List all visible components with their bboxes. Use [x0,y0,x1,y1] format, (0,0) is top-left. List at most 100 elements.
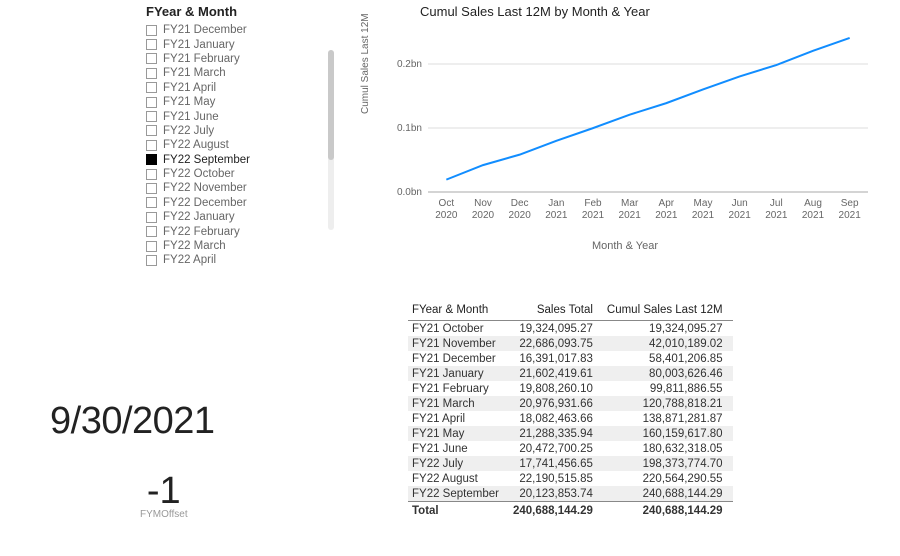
slicer-item[interactable]: FY22 February [146,224,326,238]
slicer-item[interactable]: FY22 March [146,239,326,253]
slicer-item-label: FY22 January [163,211,235,223]
table-cell: 138,871,281.87 [603,411,733,426]
slicer-item[interactable]: FY22 May [146,268,326,269]
slicer-item-label: FY22 July [163,125,214,137]
checkbox-icon[interactable] [146,125,157,136]
slicer-item[interactable]: FY22 December [146,196,326,210]
card-fymoffset: -1 FYMOffset [140,470,188,520]
svg-text:2021: 2021 [582,210,605,221]
checkbox-icon[interactable] [146,140,157,151]
slicer-scrollbar-thumb[interactable] [328,50,334,160]
slicer-item-label: FY22 April [163,254,216,266]
table-row[interactable]: FY22 July17,741,456.65198,373,774.70 [408,456,733,471]
slicer-item-label: FY22 September [163,154,250,166]
slicer-item[interactable]: FY21 February [146,52,326,66]
checkbox-icon[interactable] [146,241,157,252]
table-total-cell: 240,688,144.29 [603,502,733,519]
svg-text:2020: 2020 [472,210,495,221]
slicer-item[interactable]: FY21 March [146,66,326,80]
table-cell: FY21 April [408,411,509,426]
card-date-value: 9/30/2021 [50,400,215,443]
checkbox-icon[interactable] [146,212,157,223]
checkbox-icon[interactable] [146,154,157,165]
table-cell: FY22 July [408,456,509,471]
table-cell: 21,288,335.94 [509,426,603,441]
table-header-cell[interactable]: Sales Total [509,300,603,321]
slicer-item[interactable]: FY21 December [146,23,326,37]
slicer-item-label: FY21 January [163,39,235,51]
table-row[interactable]: FY21 April18,082,463.66138,871,281.87 [408,411,733,426]
table-header-cell[interactable]: Cumul Sales Last 12M [603,300,733,321]
table-row[interactable]: FY21 November22,686,093.7542,010,189.02 [408,336,733,351]
checkbox-icon[interactable] [146,53,157,64]
card-fymoffset-value: -1 [140,470,188,513]
slicer-item-label: FY22 December [163,197,247,209]
card-fymoffset-label: FYMOffset [140,509,188,520]
checkbox-icon[interactable] [146,169,157,180]
table-cell: 22,686,093.75 [509,336,603,351]
table-cell: FY21 December [408,351,509,366]
table-cell: 16,391,017.83 [509,351,603,366]
slicer-item-label: FY22 March [163,240,226,252]
table-row[interactable]: FY22 September20,123,853.74240,688,144.2… [408,486,733,502]
slicer-item[interactable]: FY22 September [146,153,326,167]
slicer-item[interactable]: FY22 August [146,138,326,152]
svg-text:0.0bn: 0.0bn [397,187,422,198]
svg-text:Apr: Apr [659,198,675,209]
table-row[interactable]: FY21 February19,808,260.1099,811,886.55 [408,381,733,396]
table-row[interactable]: FY21 May21,288,335.94160,159,617.80 [408,426,733,441]
slicer-item-label: FY22 October [163,168,235,180]
checkbox-icon[interactable] [146,183,157,194]
table-row[interactable]: FY21 March20,976,931.66120,788,818.21 [408,396,733,411]
slicer-item-label: FY21 March [163,67,226,79]
svg-text:2020: 2020 [435,210,458,221]
svg-text:Jul: Jul [770,198,783,209]
checkbox-icon[interactable] [146,255,157,266]
svg-text:2021: 2021 [802,210,825,221]
checkbox-icon[interactable] [146,197,157,208]
slicer-item[interactable]: FY21 January [146,37,326,51]
checkbox-icon[interactable] [146,111,157,122]
table-cell: 19,324,095.27 [603,321,733,337]
table-header-cell[interactable]: FYear & Month [408,300,509,321]
slicer-item[interactable]: FY21 April [146,81,326,95]
table-cell: 19,808,260.10 [509,381,603,396]
slicer-item-label: FY21 December [163,24,247,36]
slicer-item-label: FY21 February [163,53,240,65]
slicer-item[interactable]: FY21 June [146,109,326,123]
table-row[interactable]: FY21 June20,472,700.25180,632,318.05 [408,441,733,456]
table-cell: 18,082,463.66 [509,411,603,426]
table-cell: FY21 February [408,381,509,396]
svg-text:0.2bn: 0.2bn [397,59,422,70]
table-cell: 99,811,886.55 [603,381,733,396]
slicer-item[interactable]: FY21 May [146,95,326,109]
slicer-item[interactable]: FY22 October [146,167,326,181]
slicer-title: FYear & Month [146,4,326,19]
table-cell: 21,602,419.61 [509,366,603,381]
svg-text:0.1bn: 0.1bn [397,123,422,134]
checkbox-icon[interactable] [146,25,157,36]
slicer-item[interactable]: FY22 November [146,181,326,195]
table-row[interactable]: FY22 August22,190,515.85220,564,290.55 [408,471,733,486]
slicer-item[interactable]: FY22 July [146,124,326,138]
checkbox-icon[interactable] [146,226,157,237]
table-cell: 198,373,774.70 [603,456,733,471]
checkbox-icon[interactable] [146,68,157,79]
checkbox-icon[interactable] [146,39,157,50]
slicer-item[interactable]: FY22 January [146,210,326,224]
table-cell: 240,688,144.29 [603,486,733,502]
table-row[interactable]: FY21 January21,602,419.6180,003,626.46 [408,366,733,381]
svg-text:Oct: Oct [439,198,455,209]
table-cell: FY21 March [408,396,509,411]
table-row[interactable]: FY21 October19,324,095.2719,324,095.27 [408,321,733,337]
table-cell: 42,010,189.02 [603,336,733,351]
svg-text:2021: 2021 [729,210,752,221]
table-cell: 180,632,318.05 [603,441,733,456]
slicer-item[interactable]: FY22 April [146,253,326,267]
sales-table: FYear & MonthSales TotalCumul Sales Last… [408,300,733,519]
table-row[interactable]: FY21 December16,391,017.8358,401,206.85 [408,351,733,366]
table-cell: FY22 September [408,486,509,502]
slicer-scrollbar[interactable] [328,50,334,230]
checkbox-icon[interactable] [146,97,157,108]
checkbox-icon[interactable] [146,82,157,93]
